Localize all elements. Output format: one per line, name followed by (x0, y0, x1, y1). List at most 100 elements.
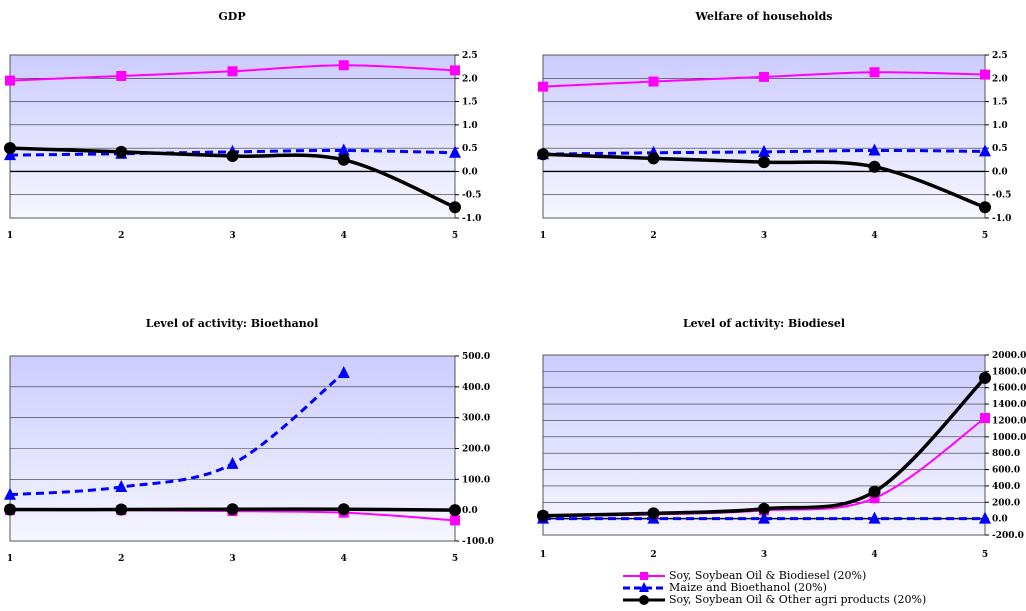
y-tick-label: 1200.0 (992, 416, 1026, 426)
series-point-square (227, 66, 238, 77)
y-tick-label: 2000.0 (992, 351, 1026, 361)
y-tick-label: 300.0 (462, 414, 490, 424)
series-point-circle (4, 142, 16, 155)
series-point-circle (647, 507, 660, 520)
x-tick-label: 5 (982, 550, 988, 560)
series-point-circle (758, 502, 770, 515)
y-tick-label: 2.0 (992, 74, 1008, 84)
series-point-circle (337, 153, 350, 166)
series-point-circle (868, 160, 881, 173)
x-tick-label: 1 (540, 231, 546, 241)
y-tick-label: 0.0 (462, 506, 478, 516)
series-point-circle (647, 152, 660, 165)
y-tick-label: 0.0 (462, 167, 478, 177)
series-point-square (980, 413, 990, 423)
y-tick-label: 0.5 (992, 144, 1008, 154)
series-point-circle (979, 201, 991, 214)
series-point-circle (868, 485, 881, 498)
series-point-triangle (758, 511, 770, 524)
y-tick-label: 400.0 (992, 482, 1020, 492)
series-point-square (5, 75, 15, 86)
y-tick-label: 600.0 (992, 466, 1020, 476)
chart-bioethanol: Level of activity: Bioethanol 500.0 400.0 3… (4, 317, 494, 564)
y-tick-label: -1.0 (992, 214, 1011, 224)
y-tick-label: 1.5 (462, 98, 478, 108)
legend-label-maize-bioethanol: Maize and Bioethanol (20%) (669, 581, 827, 594)
series-point-triangle (337, 365, 350, 378)
x-tick-label: 3 (761, 231, 767, 241)
chart-welfare: Welfare of households 2.5 2.0 1.5 1.0 0.5 0.0 -… (537, 10, 1011, 241)
y-tick-label: 0.0 (992, 167, 1008, 177)
chart-title: Level of activity: Bioethanol (146, 317, 319, 330)
series-point-circle (115, 145, 128, 158)
series-point-triangle (758, 144, 770, 157)
series-point-circle (226, 503, 239, 516)
x-tick-label: 1 (7, 231, 13, 241)
x-tick-label: 2 (118, 554, 124, 564)
y-tick-label: 1.0 (462, 121, 478, 131)
series-point-triangle (226, 456, 239, 469)
y-tick-label: 500.0 (462, 352, 490, 362)
y-tick-label: 1000.0 (992, 433, 1026, 443)
y-tick-label: -200.0 (992, 531, 1024, 541)
chart-title: Level of activity: Biodiesel (683, 317, 845, 330)
series-point-circle (979, 371, 991, 384)
x-tick-label: 4 (341, 554, 347, 564)
series-point-square (759, 71, 769, 82)
y-tick-label: 2.0 (462, 74, 478, 84)
series-point-circle (449, 504, 461, 517)
y-tick-label: 200.0 (462, 445, 490, 455)
x-tick-label: 2 (118, 231, 124, 241)
x-tick-label: 3 (229, 231, 235, 241)
series-line-2 (9, 371, 345, 497)
y-tick-label: 800.0 (992, 449, 1020, 459)
y-tick-label: -1.0 (462, 214, 481, 224)
x-tick-label: 2 (650, 550, 656, 560)
chart-gdp: GDP 2.5 2.0 1.5 1.0 0.5 0.0 -0.5 -1.0 1 2 3 4 5 (4, 10, 481, 241)
x-tick-label: 2 (650, 231, 656, 241)
legend-label-soy-other: Soy, Soybean Oil & Other agri products (… (669, 593, 927, 606)
legend-label-soy-biodiesel: Soy, Soybean Oil & Biodiesel (20%) (669, 569, 867, 582)
series-point-circle (115, 503, 128, 516)
series-point-square (450, 515, 460, 526)
series-point-circle (449, 201, 461, 214)
series-point-circle (537, 148, 549, 161)
chart-biodiesel: Level of activity: Biodiesel2000.01800.0… (537, 317, 1026, 560)
series-point-triangle (979, 511, 991, 524)
series-point-square (869, 493, 880, 504)
y-tick-label: 1400.0 (992, 400, 1026, 410)
chart-title: Welfare of households (695, 10, 833, 23)
x-tick-label: 4 (871, 550, 877, 560)
series-point-triangle (337, 143, 350, 156)
x-tick-label: 1 (540, 550, 546, 560)
y-tick-label: 1.0 (992, 121, 1008, 131)
x-tick-label: 3 (761, 550, 767, 560)
y-tick-label: 1800.0 (992, 367, 1026, 377)
y-tick-label: -0.5 (462, 191, 481, 201)
x-tick-label: 1 (7, 554, 13, 564)
chart-title: GDP (218, 10, 245, 23)
x-tick-label: 5 (982, 231, 988, 241)
series-point-circle (4, 503, 16, 516)
series-point-square (648, 76, 659, 87)
series-point-square (338, 60, 349, 71)
y-tick-label: 2.5 (992, 51, 1008, 61)
legend: Soy, Soybean Oil & Biodiesel (20%) Maize… (623, 569, 1023, 609)
x-tick-label: 3 (229, 554, 235, 564)
series-point-triangle (115, 480, 128, 493)
x-tick-label: 5 (452, 231, 458, 241)
series-point-circle (226, 150, 239, 163)
plot-area (542, 54, 986, 219)
series-point-triangle (979, 144, 991, 157)
series-point-circle (537, 509, 549, 522)
y-tick-label: 1.5 (992, 98, 1008, 108)
y-tick-label: 1600.0 (992, 384, 1026, 394)
series-point-triangle (868, 143, 881, 156)
series-point-circle (758, 156, 770, 169)
series-point-circle (337, 503, 350, 516)
x-tick-label: 4 (871, 231, 877, 241)
x-tick-label: 5 (452, 554, 458, 564)
series-point-triangle (868, 511, 881, 524)
y-tick-label: 0.0 (992, 515, 1008, 525)
